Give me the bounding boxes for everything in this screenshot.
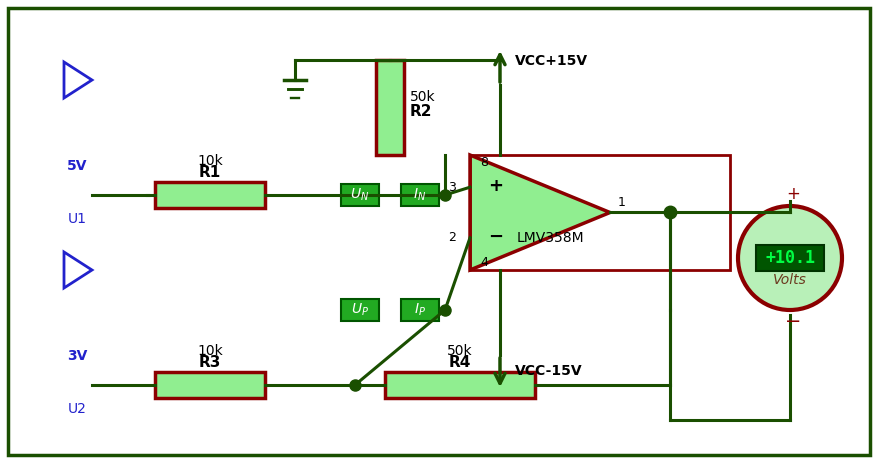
Text: +: + bbox=[488, 177, 503, 195]
Text: $I_N$: $I_N$ bbox=[414, 187, 427, 203]
Text: 5V: 5V bbox=[67, 159, 87, 173]
Text: R2: R2 bbox=[410, 105, 432, 120]
Text: $U_P$: $U_P$ bbox=[351, 302, 369, 318]
Text: 2: 2 bbox=[448, 231, 456, 244]
Text: 10k: 10k bbox=[197, 344, 223, 358]
Text: U1: U1 bbox=[68, 212, 86, 226]
Text: −: − bbox=[488, 228, 503, 246]
Text: 1: 1 bbox=[618, 196, 626, 209]
Polygon shape bbox=[470, 155, 610, 270]
Text: R4: R4 bbox=[449, 355, 471, 370]
Bar bbox=[756, 245, 824, 271]
Text: 8: 8 bbox=[480, 157, 488, 170]
Text: R1: R1 bbox=[199, 165, 221, 180]
Bar bbox=[155, 372, 265, 398]
Text: VCC-15V: VCC-15V bbox=[515, 364, 583, 378]
Text: U2: U2 bbox=[68, 402, 86, 416]
Text: $U_N$: $U_N$ bbox=[350, 187, 370, 203]
Bar bbox=[341, 184, 379, 206]
Text: 3V: 3V bbox=[67, 349, 87, 363]
Bar bbox=[376, 60, 404, 155]
Text: 50k: 50k bbox=[447, 344, 473, 358]
Bar bbox=[401, 299, 439, 321]
Text: +10.1: +10.1 bbox=[765, 249, 815, 267]
Text: 50k: 50k bbox=[410, 90, 436, 104]
Text: 10k: 10k bbox=[197, 154, 223, 168]
Text: −: − bbox=[785, 312, 801, 332]
Text: $I_P$: $I_P$ bbox=[414, 302, 426, 318]
Bar bbox=[470, 155, 730, 270]
Bar bbox=[341, 299, 379, 321]
Text: VCC+15V: VCC+15V bbox=[515, 54, 588, 68]
Bar bbox=[401, 184, 439, 206]
Text: +: + bbox=[786, 185, 800, 203]
Bar bbox=[385, 372, 535, 398]
Text: 3: 3 bbox=[448, 181, 456, 194]
Bar bbox=[155, 182, 265, 208]
Text: 4: 4 bbox=[480, 255, 488, 268]
Text: R3: R3 bbox=[199, 355, 221, 370]
Text: LMV358M: LMV358M bbox=[517, 231, 583, 245]
Text: Volts: Volts bbox=[773, 273, 807, 287]
Circle shape bbox=[738, 206, 842, 310]
